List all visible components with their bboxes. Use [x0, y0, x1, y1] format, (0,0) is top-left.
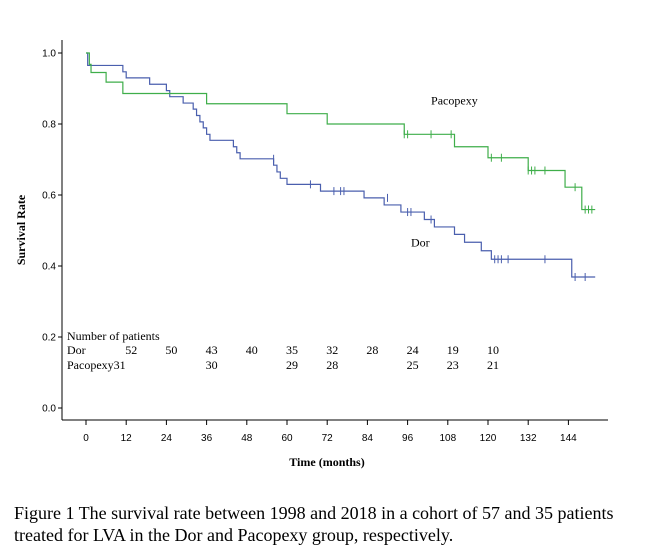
number-at-risk-value: 43: [206, 343, 218, 357]
axes: 0.0 0.2 0.4 0.6 0.8 1.0 0 12 24 36 48 60 72 84 96 108 12…: [14, 40, 608, 469]
y-tick-label: 0.8: [42, 120, 56, 131]
series-lines: [86, 52, 596, 282]
x-tick-label: 24: [161, 433, 173, 444]
series-label-pacopexy: Pacopexy: [431, 93, 478, 107]
number-at-risk-value: 10: [487, 343, 499, 357]
y-tick-label: 0.0: [42, 404, 56, 415]
number-at-risk-value: 52: [125, 343, 137, 357]
number-at-risk-title: Number of patients: [67, 329, 160, 343]
number-at-risk-value: 40: [246, 343, 258, 357]
x-tick-label: 108: [439, 433, 456, 444]
number-at-risk-value: 23: [447, 358, 459, 372]
y-axis-title: Survival Rate: [14, 194, 28, 265]
x-tick-label: 36: [201, 433, 213, 444]
x-tick-label: 72: [322, 433, 334, 444]
x-tick-label: 96: [402, 433, 414, 444]
series-dor-line: [86, 52, 596, 278]
y-tick-label: 0.4: [42, 262, 56, 273]
number-at-risk-value: 24: [407, 343, 419, 357]
number-at-risk-value: 25: [407, 358, 419, 372]
number-at-risk-value: 35: [286, 343, 298, 357]
number-at-risk-value: 29: [286, 358, 298, 372]
number-at-risk-value: 50: [165, 343, 177, 357]
x-axis-title: Time (months): [289, 455, 364, 469]
number-at-risk-value: 32: [326, 343, 338, 357]
chart-labels: Pacopexy Dor: [411, 93, 478, 249]
x-tick-label: 60: [281, 433, 293, 444]
survival-chart: 0.0 0.2 0.4 0.6 0.8 1.0 0 12 24 36 48 60 72 84 96 108 12…: [14, 40, 608, 469]
number-at-risk-value: 30: [206, 358, 218, 372]
series-pacopexy-line: [86, 52, 596, 211]
x-tick-label: 144: [560, 433, 577, 444]
number-at-risk-row-label: Pacopexy31: [67, 358, 126, 372]
number-at-risk-value: 28: [326, 358, 338, 372]
x-tick-label: 0: [83, 433, 89, 444]
x-tick-label: 120: [480, 433, 497, 444]
figure-caption: Figure 1 The survival rate between 1998 …: [14, 503, 614, 545]
x-tick-label: 132: [520, 433, 537, 444]
number-at-risk-value: 19: [447, 343, 459, 357]
x-tick-label: 48: [241, 433, 253, 444]
x-tick-label: 84: [362, 433, 374, 444]
series-label-dor: Dor: [411, 235, 430, 249]
x-tick-label: 12: [121, 433, 133, 444]
y-tick-label: 0.2: [42, 333, 56, 344]
number-at-risk-value: 28: [366, 343, 378, 357]
y-tick-label: 0.6: [42, 191, 56, 202]
number-at-risk-value: 21: [487, 358, 499, 372]
y-tick-label: 1.0: [42, 49, 56, 60]
number-at-risk-row-label: Dor: [67, 343, 86, 357]
